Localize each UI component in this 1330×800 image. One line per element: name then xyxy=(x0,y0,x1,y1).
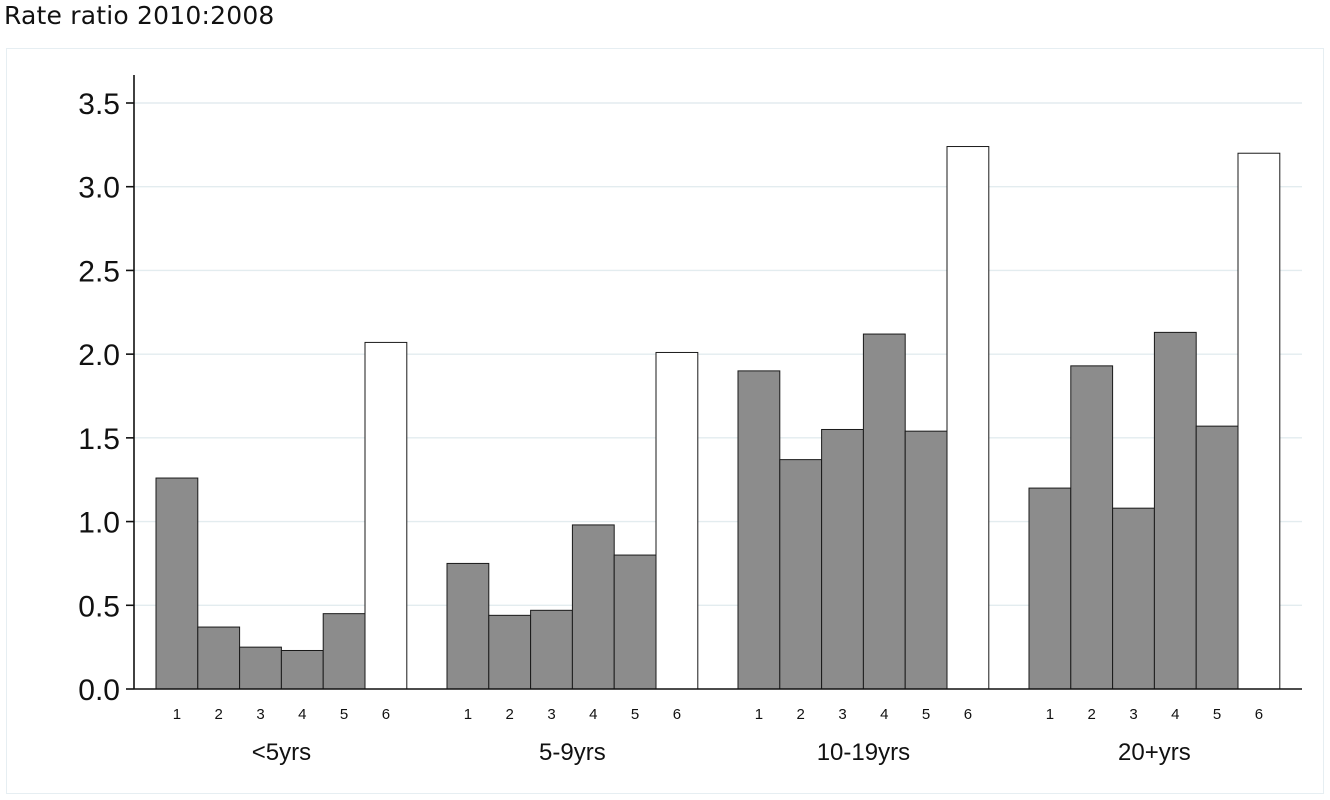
y-tick-label: 1.0 xyxy=(78,507,120,540)
x-category-label: 4 xyxy=(880,706,888,723)
bar-3-1 xyxy=(737,370,781,690)
chart-title: Rate ratio 2010:2008 xyxy=(4,1,275,30)
bar-1-5 xyxy=(322,613,366,690)
x-category-label: 3 xyxy=(547,706,555,723)
bar-2-6 xyxy=(655,351,699,690)
bar-1-6 xyxy=(364,341,408,690)
y-tick-label: 1.5 xyxy=(78,423,120,456)
bar-1-2 xyxy=(197,626,241,690)
x-category-label: 6 xyxy=(1255,706,1263,723)
x-category-label: 4 xyxy=(589,706,597,723)
x-category-label: 6 xyxy=(673,706,681,723)
x-category-label: 5 xyxy=(631,706,639,723)
x-category-label: 5 xyxy=(340,706,348,723)
y-tick-label: 0.0 xyxy=(78,674,120,707)
x-category-label: 4 xyxy=(1171,706,1179,723)
group-label: <5yrs xyxy=(252,739,311,766)
y-tick-label: 0.5 xyxy=(78,590,120,623)
bar-3-5 xyxy=(904,430,948,690)
y-tick-label: 2.5 xyxy=(78,255,120,288)
x-category-label: 3 xyxy=(838,706,846,723)
x-category-label: 1 xyxy=(173,706,181,723)
bar-4-5 xyxy=(1195,425,1239,690)
bar-4-3 xyxy=(1112,507,1155,690)
x-category-label: 6 xyxy=(382,706,390,723)
bar-2-3 xyxy=(530,609,573,690)
x-category-label: 5 xyxy=(1213,706,1221,723)
bar-2-4 xyxy=(571,524,615,690)
x-category-label: 5 xyxy=(922,706,930,723)
bar-2-5 xyxy=(613,554,657,690)
bar-3-4 xyxy=(862,333,906,690)
y-tick-label: 3.5 xyxy=(78,88,120,121)
x-category-label: 2 xyxy=(797,706,805,723)
bar-1-4 xyxy=(280,649,324,690)
y-tick-label: 3.0 xyxy=(78,172,120,205)
x-category-label: 3 xyxy=(256,706,264,723)
chart-frame xyxy=(6,48,1324,794)
x-category-label: 1 xyxy=(464,706,472,723)
x-category-label: 2 xyxy=(1088,706,1096,723)
y-tick-label: 2.0 xyxy=(78,339,120,372)
group-label: 20+yrs xyxy=(1118,739,1191,766)
x-category-label: 3 xyxy=(1129,706,1137,723)
bar-3-3 xyxy=(821,428,864,690)
bar-4-4 xyxy=(1153,331,1197,690)
x-category-label: 1 xyxy=(755,706,763,723)
x-category-label: 2 xyxy=(215,706,223,723)
group-label: 10-19yrs xyxy=(817,739,910,766)
bar-4-2 xyxy=(1070,365,1114,690)
bar-4-6 xyxy=(1237,152,1281,690)
x-category-label: 1 xyxy=(1046,706,1054,723)
bar-3-6 xyxy=(946,146,990,690)
x-category-label: 2 xyxy=(506,706,514,723)
bar-4-1 xyxy=(1028,487,1072,690)
bar-1-3 xyxy=(239,646,282,690)
bar-2-2 xyxy=(488,614,532,690)
group-label: 5-9yrs xyxy=(539,739,606,766)
bar-1-1 xyxy=(155,477,199,690)
x-category-label: 6 xyxy=(964,706,972,723)
bar-3-2 xyxy=(779,459,823,690)
x-category-label: 4 xyxy=(298,706,306,723)
bar-2-1 xyxy=(446,562,490,690)
